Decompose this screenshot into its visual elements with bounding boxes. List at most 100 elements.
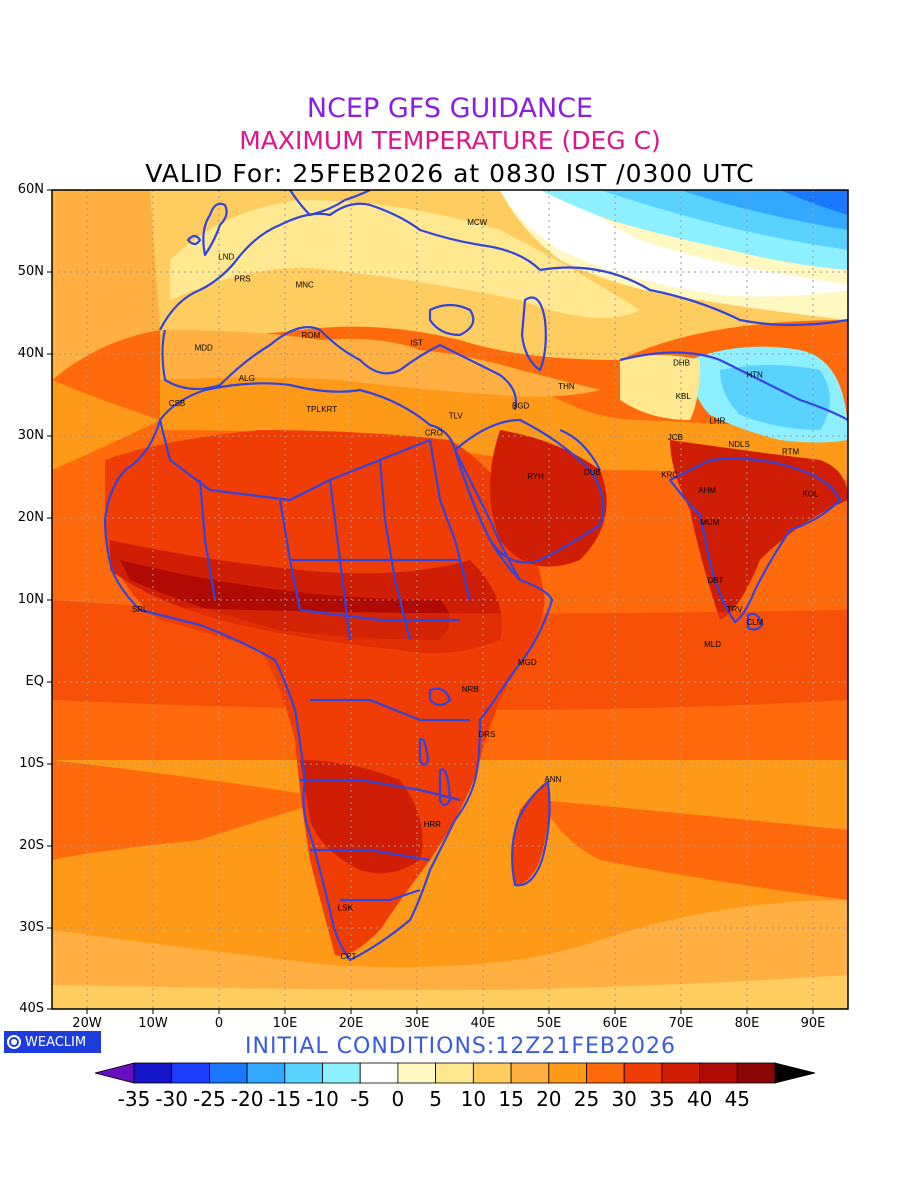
x-tick-label: 20E (338, 1016, 364, 1031)
city-label: CPT (340, 952, 356, 961)
city-label: ANN (544, 775, 561, 784)
temperature-field (52, 190, 848, 1009)
coastlines (103, 190, 848, 962)
city-label: MUM (700, 518, 719, 527)
city-label: MGD (518, 658, 537, 667)
colorbar-label: -35 (117, 1087, 151, 1111)
city-label: TLV (449, 412, 464, 421)
title-valid-time: VALID For: 25FEB2026 at 0830 IST /0300 U… (145, 159, 755, 188)
y-tick-label: 30N (17, 428, 44, 443)
graticule (52, 190, 848, 1009)
colorbar-label: 15 (498, 1087, 524, 1111)
weaclim-logo-icon (7, 1035, 21, 1049)
y-tick-label: 60N (17, 182, 44, 197)
colorbar-label: 30 (611, 1087, 637, 1111)
y-tick-label: EQ (25, 674, 44, 689)
colorbar-label: 20 (536, 1087, 562, 1111)
city-label: DBT (707, 576, 723, 585)
colorbar-swatch (586, 1062, 625, 1084)
colorbar-label: 5 (429, 1087, 442, 1111)
city-label: MCW (467, 218, 487, 227)
colorbar-swatch (246, 1062, 286, 1084)
city-label: HRR (424, 820, 442, 829)
city-label: KRC (661, 471, 678, 480)
x-tick-label: 30E (404, 1016, 430, 1031)
city-label: RTM (782, 448, 800, 457)
x-tick-label: 60E (602, 1016, 628, 1031)
colorbar-swatch (472, 1062, 512, 1084)
city-label: BGD (512, 402, 530, 411)
colorbar-label: -10 (306, 1087, 339, 1111)
colorbar-swatch (359, 1062, 399, 1084)
colorbar-label: 45 (724, 1087, 751, 1111)
colorbar-label: -25 (193, 1087, 226, 1111)
brand-badge[interactable]: WEACLIM (4, 1031, 101, 1053)
y-tick-label: 40N (17, 346, 44, 361)
colorbar-swatch (736, 1062, 776, 1084)
x-tick-label: 10E (272, 1016, 298, 1031)
city-label: THN (558, 382, 575, 391)
colorbar-swatch (133, 1062, 173, 1084)
colorbar-label: 40 (686, 1087, 713, 1111)
y-tick-label: 30S (19, 920, 44, 935)
colorbar-label: -20 (230, 1087, 264, 1111)
colorbar (94, 1062, 816, 1084)
city-label: LND (218, 253, 234, 262)
city-label: NDLS (729, 440, 750, 449)
colorbar-label: -30 (155, 1087, 189, 1111)
city-label: TRV (727, 605, 744, 614)
colorbar-swatch (623, 1062, 663, 1084)
x-tick-label: 50E (536, 1016, 562, 1031)
x-tick-label: 0 (214, 1016, 224, 1031)
colorbar-label: 10 (460, 1087, 487, 1111)
x-tick-label: 70E (668, 1016, 694, 1031)
city-label: DHB (673, 358, 690, 367)
city-label: ROM (302, 331, 321, 340)
city-labels: MCW LND PRS MNC ROM MDD IST ALG CSB TPL KRT CRO TLV B… (132, 218, 819, 961)
colorbar-swatch (208, 1062, 248, 1084)
colorbar-max-arrow (774, 1062, 816, 1084)
city-label: KRT (321, 405, 337, 414)
city-label: CRO (425, 429, 443, 438)
city-label: CLM (746, 618, 763, 627)
city-label: LSK (338, 904, 354, 913)
colorbar-swatch (397, 1062, 436, 1084)
city-label: HTN (746, 371, 763, 380)
city-label: TPL (306, 405, 321, 414)
colorbar-swatch (171, 1062, 210, 1084)
x-tick-label: 80E (734, 1016, 760, 1031)
city-label: DRS (478, 730, 495, 739)
title-model: NCEP GFS GUIDANCE (306, 93, 594, 124)
colorbar-swatch (661, 1062, 701, 1084)
y-tick-label: 10N (17, 592, 44, 607)
initial-conditions: INITIAL CONDITIONS:12Z21FEB2026 (245, 1034, 676, 1059)
colorbar-label: 35 (649, 1087, 675, 1111)
axis-ticks (47, 189, 814, 1014)
city-label: KOL (803, 489, 820, 498)
colorbar-swatch (548, 1062, 587, 1084)
city-label: NRB (462, 685, 479, 694)
colorbar-min-arrow (94, 1062, 135, 1084)
colorbar-label: 25 (573, 1087, 600, 1111)
city-label: SRL (132, 605, 148, 614)
city-label: MLD (704, 640, 721, 649)
city-label: KBL (676, 392, 692, 401)
x-tick-label: 90E (800, 1016, 826, 1031)
city-label: AHM (698, 486, 716, 495)
colorbar-label: -15 (268, 1087, 302, 1111)
city-label: PRS (234, 275, 250, 284)
x-tick-label: 40E (470, 1016, 496, 1031)
y-tick-label: 20N (17, 510, 44, 525)
x-tick-label: 20W (72, 1016, 102, 1031)
y-tick-label: 20S (19, 838, 44, 853)
city-label: LHR (709, 416, 725, 425)
colorbar-label: -5 (350, 1087, 371, 1111)
brand-label: WEACLIM (25, 1034, 87, 1050)
city-label: CSB (169, 399, 185, 408)
city-label: MNC (296, 281, 314, 290)
y-tick-label: 50N (17, 264, 44, 279)
colorbar-swatch (435, 1062, 474, 1084)
colorbar-swatch (699, 1062, 738, 1084)
colorbar-label: 0 (391, 1087, 405, 1111)
